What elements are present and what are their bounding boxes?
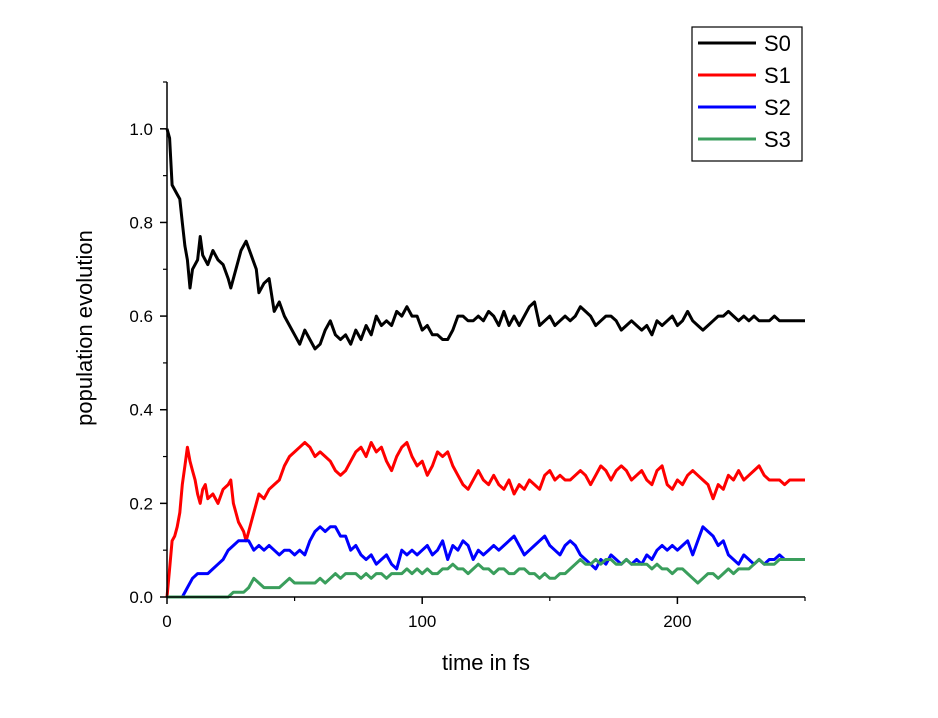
x-tick-label: 0 <box>162 612 171 631</box>
series-line-s2 <box>167 525 805 599</box>
y-tick-label: 0.0 <box>129 588 153 607</box>
legend-label-s0: S0 <box>764 31 791 56</box>
y-tick-label: 0.2 <box>129 494 153 513</box>
series-line-s3 <box>167 558 805 599</box>
ticks <box>160 81 806 604</box>
x-tick-label: 200 <box>663 612 691 631</box>
series-line-s1 <box>165 441 805 598</box>
legend: S0 S1 S2 S3 <box>691 26 803 162</box>
y-axis-title: population evolution <box>72 230 97 426</box>
series-line-s0 <box>165 128 805 351</box>
x-tick-label: 100 <box>408 612 436 631</box>
legend-label-s3: S3 <box>764 127 791 152</box>
legend-label-s2: S2 <box>764 95 791 120</box>
legend-label-s1: S1 <box>764 63 791 88</box>
y-tick-label: 0.8 <box>129 213 153 232</box>
x-axis-title: time in fs <box>442 650 530 675</box>
plot-lines <box>165 128 805 599</box>
y-tick-label: 0.4 <box>129 401 153 420</box>
y-tick-label: 0.6 <box>129 307 153 326</box>
y-tick-label: 1.0 <box>129 120 153 139</box>
axes <box>166 82 805 598</box>
tick-labels: 0.0 0.2 0.4 0.6 0.8 1.0 0 100 200 <box>129 120 691 631</box>
